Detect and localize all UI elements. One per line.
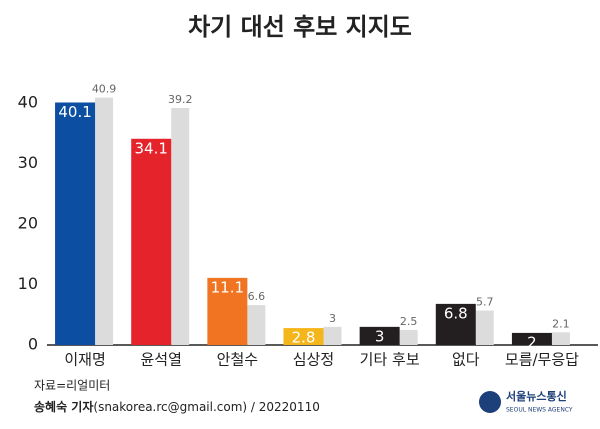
previous-value-label: 40.9 xyxy=(92,83,117,96)
previous-bar xyxy=(323,326,342,345)
x-tick-label: 기타 후보 xyxy=(360,351,420,369)
previous-bar xyxy=(247,305,266,345)
y-tick-label: 0 xyxy=(28,335,38,354)
x-tick-label: 안철수 xyxy=(217,351,258,369)
x-tick-label: 모름/무응답 xyxy=(505,351,579,369)
reporter: 송혜숙 기자 xyxy=(34,399,93,414)
current-value-label: 6.8 xyxy=(444,304,468,322)
logo-sub: SEOUL NEWS AGENCY xyxy=(506,407,573,414)
source: 자료=리얼미터 xyxy=(34,379,110,393)
y-tick-label: 20 xyxy=(18,214,38,233)
previous-value-label: 39.2 xyxy=(168,93,193,106)
current-bar xyxy=(511,332,552,345)
contact: (snakorea.rc@gmail.com) / 20220110 xyxy=(93,400,319,414)
current-bar xyxy=(131,138,172,345)
current-bar xyxy=(359,326,400,345)
current-value-label: 11.1 xyxy=(211,278,244,296)
credit: 송혜숙 기자(snakorea.rc@gmail.com) / 20220110 xyxy=(34,399,320,414)
current-value-label: 34.1 xyxy=(135,139,168,157)
logo: 서울뉴스통신 xyxy=(506,389,567,403)
x-tick-label: 심상정 xyxy=(293,351,334,369)
previous-bar xyxy=(399,329,418,345)
current-value-label: 40.1 xyxy=(58,103,91,121)
previous-value-label: 2.5 xyxy=(400,315,418,328)
previous-value-label: 3 xyxy=(329,312,336,325)
previous-bar xyxy=(95,97,114,346)
current-value-label: 2 xyxy=(527,333,537,351)
previous-bar xyxy=(475,310,494,345)
previous-bar xyxy=(171,107,190,345)
current-bar xyxy=(283,328,324,345)
chart-title: 차기 대선 후보 지지도 xyxy=(188,13,412,41)
current-value-label: 2.8 xyxy=(292,329,316,347)
x-tick-label: 이재명 xyxy=(64,351,105,369)
previous-value-label: 5.7 xyxy=(476,296,494,309)
current-bar xyxy=(207,277,248,345)
y-tick-label: 30 xyxy=(18,153,38,172)
previous-value-label: 6.6 xyxy=(248,290,266,303)
x-tick-label: 윤석열 xyxy=(141,351,182,369)
current-bar xyxy=(55,102,96,345)
y-tick-label: 10 xyxy=(18,274,38,293)
x-tick-label: 없다 xyxy=(452,351,480,369)
current-bar xyxy=(435,303,476,345)
previous-value-label: 2.1 xyxy=(552,317,570,330)
current-value-label: 3 xyxy=(375,327,385,345)
previous-bar xyxy=(551,332,570,345)
logo-icon xyxy=(479,391,501,413)
y-tick-label: 40 xyxy=(18,93,38,112)
